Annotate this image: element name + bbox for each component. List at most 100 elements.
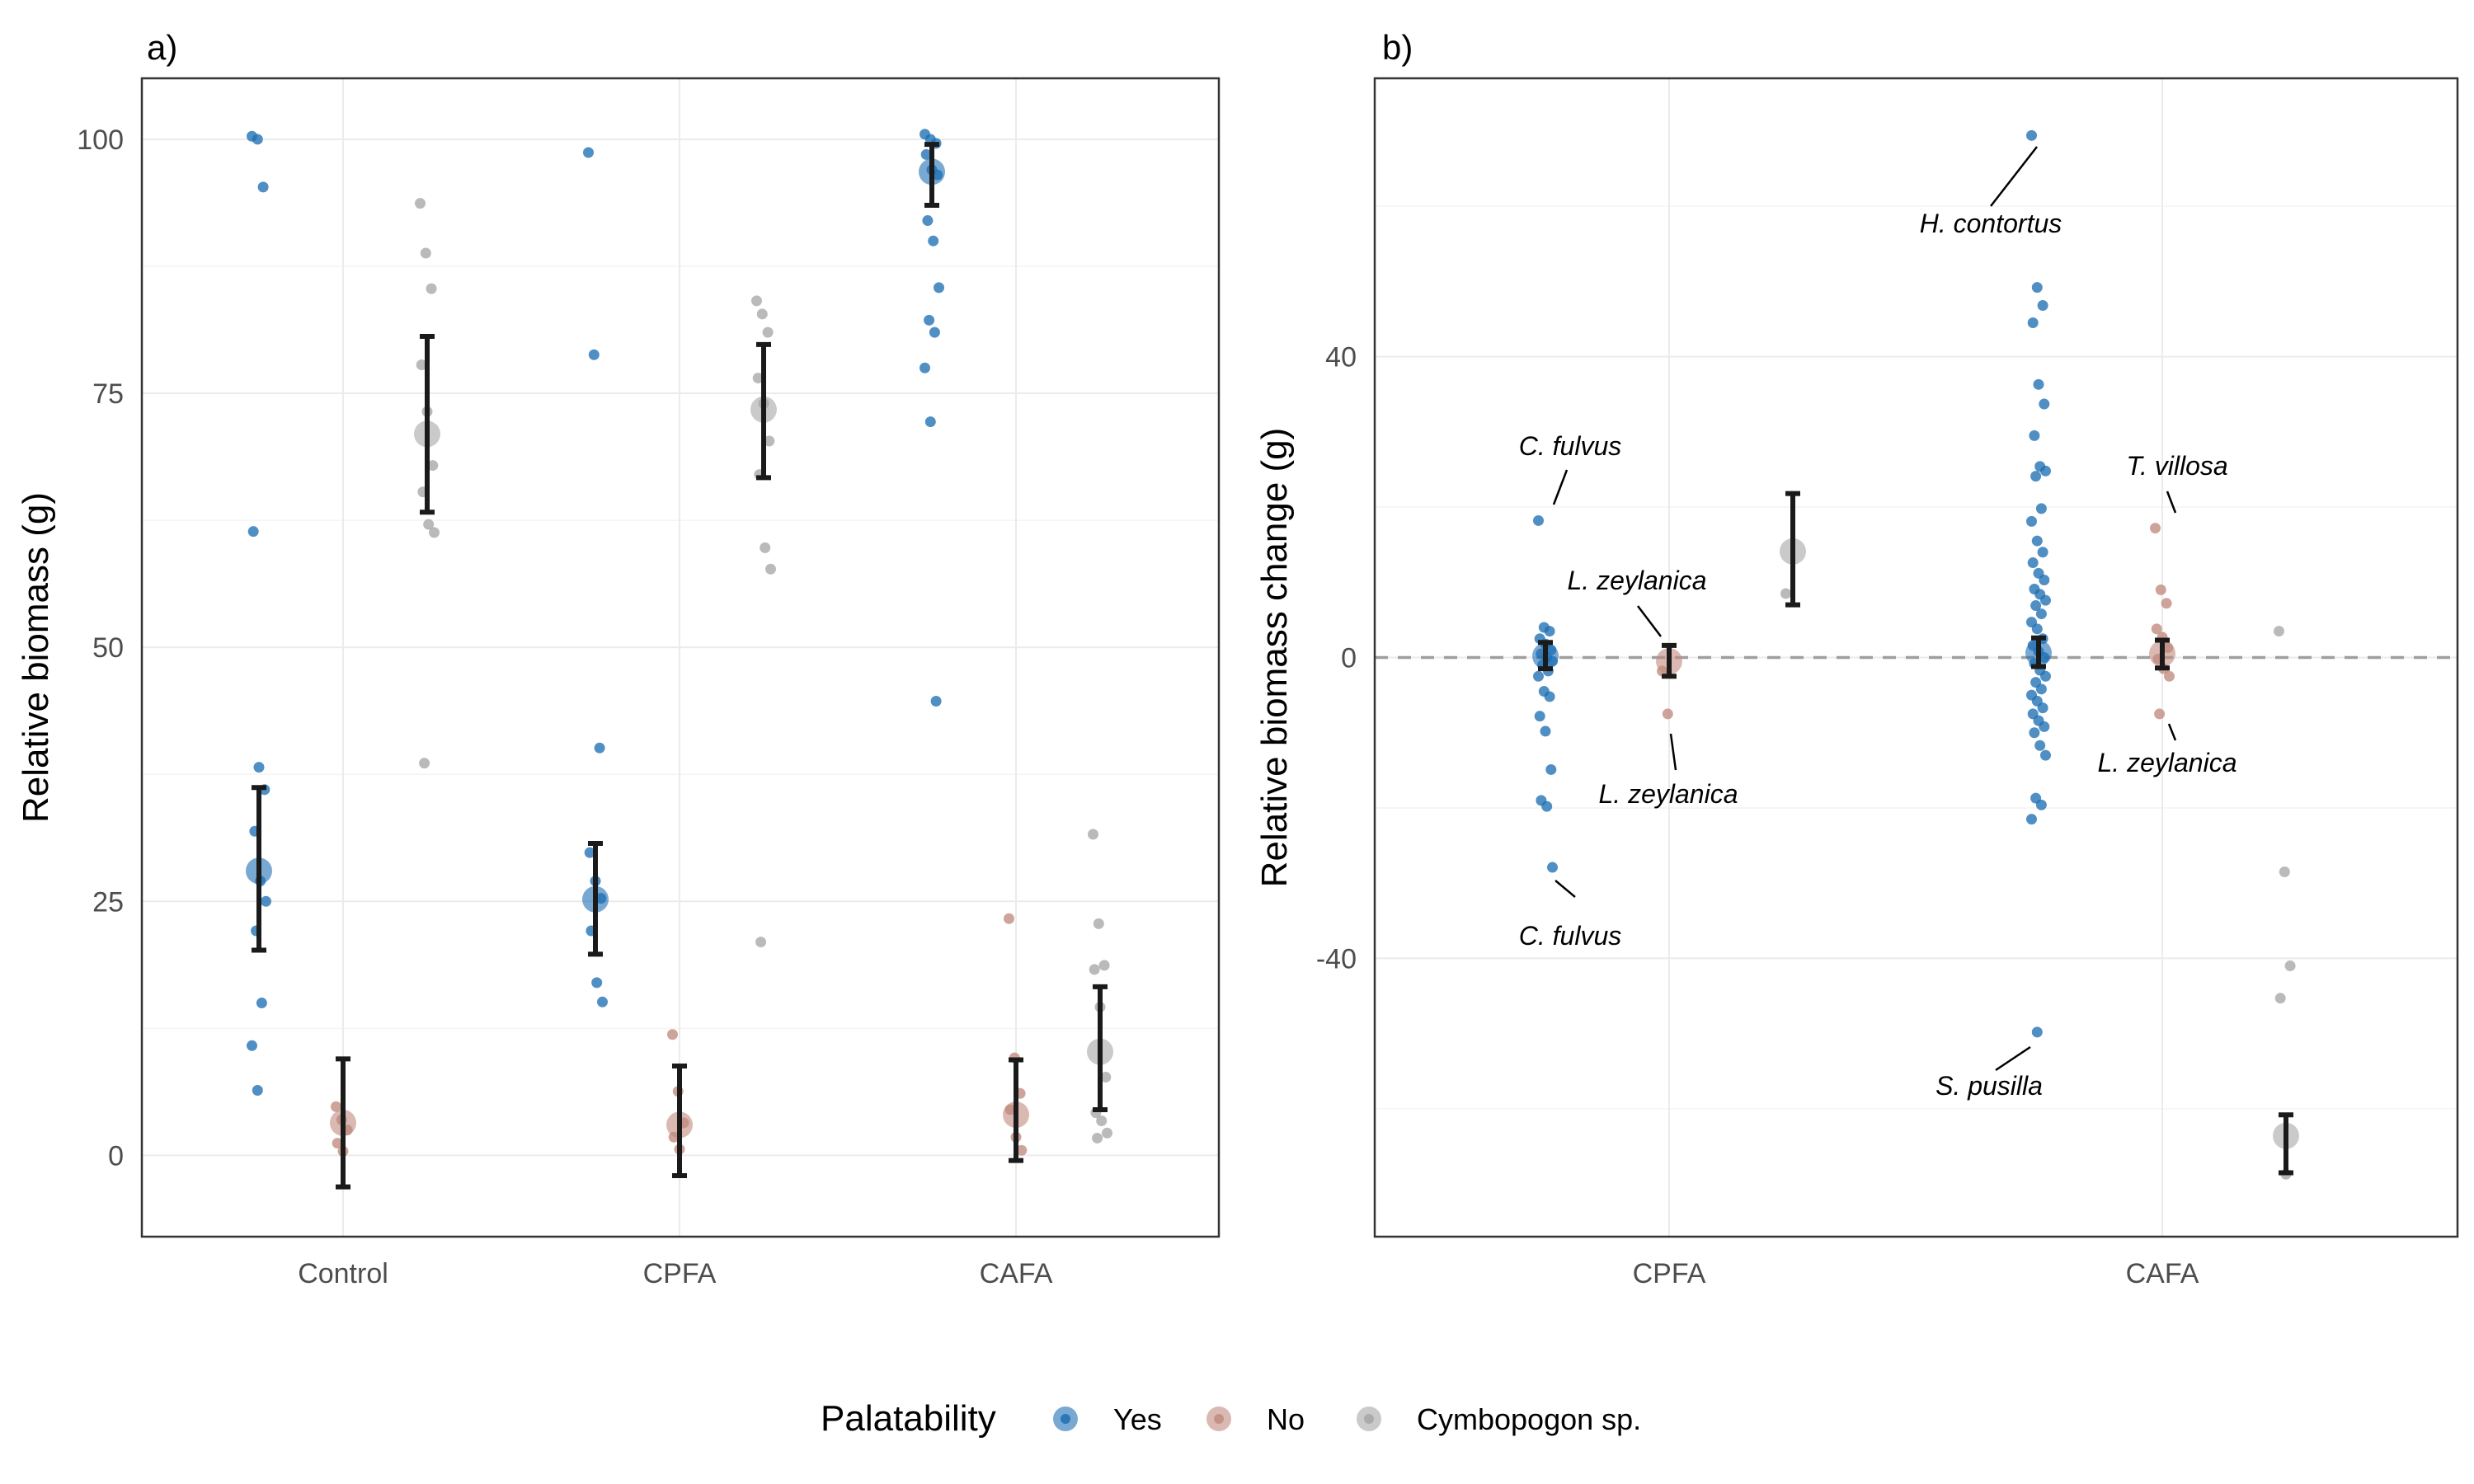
error-bar <box>1009 1057 1023 1163</box>
panel-b-y-tick-label: 40 <box>1325 342 1357 373</box>
legend-label: No <box>1267 1402 1305 1436</box>
data-point <box>920 362 930 373</box>
error-bar <box>420 334 435 515</box>
annotation-label: L. zeylanica <box>1599 779 1738 809</box>
legend-label: Yes <box>1113 1402 1162 1436</box>
data-point <box>667 1029 678 1040</box>
data-point <box>930 695 942 707</box>
data-point <box>2030 600 2042 612</box>
panel-a-border <box>140 77 1221 1238</box>
data-point <box>2039 575 2050 586</box>
data-point <box>2151 623 2162 635</box>
data-point <box>1544 691 1555 702</box>
data-point <box>1540 726 1551 737</box>
error-bar <box>588 841 603 957</box>
data-point <box>762 326 774 338</box>
panel-a-series-no <box>330 913 1029 1190</box>
panel-b-y-axis-title: Relative biomass change (g) <box>1254 428 1295 888</box>
annotation-s-pusilla: S. pusilla <box>1935 1045 2043 1101</box>
annotation-h-contortus: H. contortus <box>1920 146 2062 238</box>
error-bar <box>252 785 266 953</box>
annotation-leader-line <box>1552 469 1569 505</box>
data-point <box>416 359 427 371</box>
legend-key-dot <box>1364 1414 1374 1424</box>
data-point <box>415 198 426 209</box>
data-point <box>1004 913 1014 924</box>
panel-b-series-cymbopogon-sp <box>1780 491 2299 1180</box>
data-point <box>332 1138 343 1149</box>
error-bar <box>672 1063 687 1179</box>
panel-b-x-tick-label-cpfa: CPFA <box>1633 1258 1706 1289</box>
data-point <box>920 148 932 160</box>
annotation-label: C. fulvus <box>1519 921 1621 951</box>
data-point <box>1547 862 1558 873</box>
annotation-leader-line <box>1990 146 2038 207</box>
data-point <box>929 326 940 338</box>
data-point <box>2039 398 2050 410</box>
legend-title: Palatability <box>821 1398 996 1439</box>
legend-key-dot <box>1061 1414 1070 1424</box>
data-point <box>765 563 776 575</box>
data-point <box>2274 626 2284 637</box>
data-point <box>1533 514 1544 526</box>
panel-b: -40 0 40 CPFA CAFA Relative biomass change (g… <box>1254 28 2459 1289</box>
data-point <box>419 758 430 769</box>
data-point <box>2155 584 2166 595</box>
legend-label: Cymbopogon sp. <box>1417 1402 1641 1436</box>
data-point <box>760 542 771 553</box>
data-point <box>1098 960 1110 971</box>
legend-item-yes: Yes <box>1053 1402 1162 1436</box>
panel-b-tag: b) <box>1382 28 1413 67</box>
data-point <box>1089 964 1100 975</box>
data-point <box>1541 801 1553 812</box>
legend-item-cymbopogon-sp: Cymbopogon sp. <box>1357 1402 1641 1436</box>
panel-a-x-tick-label-cpfa: CPFA <box>643 1258 717 1289</box>
annotation-l-zeylanica: L. zeylanica <box>1568 566 1706 637</box>
panel-b-border <box>1373 77 2459 1238</box>
data-point <box>2026 814 2037 825</box>
data-point <box>2037 702 2048 714</box>
data-point <box>253 762 265 773</box>
data-point <box>2030 471 2042 482</box>
data-point <box>928 235 939 247</box>
data-point <box>429 527 440 538</box>
panel-a-series-cymbopogon-sp <box>414 198 1113 1144</box>
data-point <box>2026 129 2037 141</box>
annotation-leader-line <box>2167 723 2177 741</box>
data-point <box>247 1040 257 1051</box>
panel-a-y-tick-label: 100 <box>77 124 124 156</box>
panel-a-x-tick-label-control: Control <box>298 1258 388 1289</box>
annotation-label: C. fulvus <box>1519 431 1621 461</box>
data-point <box>2161 598 2172 609</box>
data-point <box>252 134 263 145</box>
data-point <box>2035 503 2047 514</box>
panel-b-series-no <box>1656 523 2175 720</box>
data-point <box>420 247 431 259</box>
data-point <box>1096 1115 1108 1126</box>
annotation-c-fulvus: C. fulvus <box>1519 431 1621 505</box>
data-point <box>2274 993 2286 1004</box>
panel-a-y-tick-label: 0 <box>108 1140 124 1172</box>
panel-b-x-tick-label-cafa: CAFA <box>2126 1258 2199 1289</box>
error-bar <box>756 341 771 481</box>
error-bar <box>924 142 939 209</box>
panel-a-y-tick-label: 75 <box>92 378 124 410</box>
data-point <box>2029 727 2040 739</box>
data-point <box>1780 588 1791 599</box>
data-point <box>2034 740 2046 751</box>
annotation-leader-line <box>1554 880 1576 898</box>
data-point <box>1533 670 1544 682</box>
data-point <box>594 742 605 754</box>
data-point <box>1545 763 1557 775</box>
data-point <box>2027 557 2039 569</box>
data-point <box>256 998 267 1009</box>
data-point <box>2040 749 2051 761</box>
error-bar <box>2279 1112 2293 1176</box>
data-point <box>2029 430 2040 441</box>
data-point <box>752 373 764 384</box>
data-point <box>2031 623 2043 635</box>
annotation-leader-line <box>1995 1045 2031 1072</box>
data-point <box>764 435 775 447</box>
data-point <box>751 295 762 307</box>
annotation-t-villosa: T. villosa <box>2126 451 2228 514</box>
